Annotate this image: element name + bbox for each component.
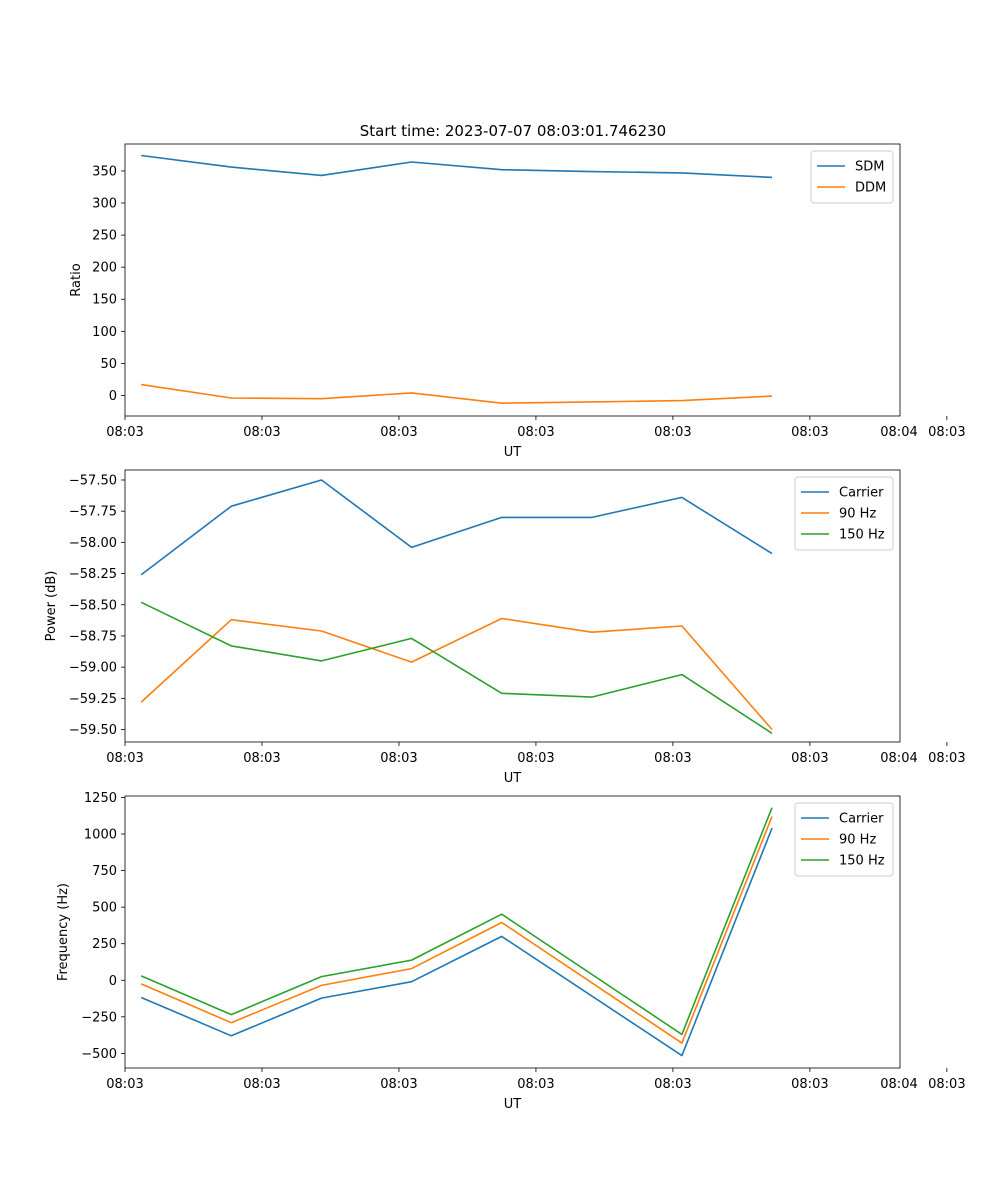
x-tick-label: 08:03 xyxy=(106,425,143,440)
y-tick-label: −250 xyxy=(81,1010,117,1025)
y-tick-label: 1000 xyxy=(84,828,117,843)
series-line-90-hz xyxy=(140,816,773,1044)
y-tick-label: 50 xyxy=(100,357,117,372)
axes-frame xyxy=(124,143,901,417)
legend-label: Carrier xyxy=(839,486,884,501)
series-line-ddm xyxy=(141,383,773,405)
y-tick-label: 150 xyxy=(92,293,117,308)
y-tick-label: 300 xyxy=(92,197,117,212)
y-tick-label: −58.75 xyxy=(69,629,117,644)
x-tick-label: 08:03 xyxy=(654,751,691,766)
legend-label: 150 Hz xyxy=(839,528,885,543)
legend-label: SDM xyxy=(855,160,884,175)
x-tick-label: 08:03 xyxy=(791,425,828,440)
y-tick-label: −59.25 xyxy=(69,692,117,707)
x-tick-label: 08:03 xyxy=(654,1077,691,1092)
y-tick-label: −58.50 xyxy=(69,598,117,613)
series-line-carrier xyxy=(140,479,773,576)
power-panel: 08:03 08:03 08:03 08:03 08:03 08:03 08:03 08:04… xyxy=(44,469,966,786)
legend-label: 150 Hz xyxy=(839,854,885,869)
axes-frame xyxy=(124,469,901,743)
x-axis-label: UT xyxy=(504,445,522,460)
x-tick-label: 08:03 xyxy=(106,1077,143,1092)
x-tick-label: 08:03 xyxy=(517,425,554,440)
y-axis-label: Power (dB) xyxy=(44,571,59,642)
legend-box xyxy=(810,150,894,204)
x-tick-label: 08:03 xyxy=(654,425,691,440)
x-tick-label: 08:04 xyxy=(880,751,917,766)
x-tick-label: 08:03 xyxy=(791,751,828,766)
y-tick-label: 200 xyxy=(92,261,117,276)
x-axis-label: UT xyxy=(504,1097,522,1112)
y-tick-label: 0 xyxy=(109,389,117,404)
x-tick-label: 08:03 xyxy=(517,751,554,766)
y-tick-label: 500 xyxy=(92,901,117,916)
ratio-panel: 08:03 08:03 08:03 08:03 08:03 08:03 08:03 08:04… xyxy=(69,143,966,460)
x-tick-label: 08:03 xyxy=(243,1077,280,1092)
series-line-sdm xyxy=(141,154,773,179)
legend-box xyxy=(794,476,894,551)
axes-frame xyxy=(124,795,901,1069)
x-tick-label: 08:03 xyxy=(380,1077,417,1092)
y-tick-label: −59.50 xyxy=(69,723,117,738)
x-tick-label: 08:03 xyxy=(106,751,143,766)
y-tick-label: −58.00 xyxy=(69,536,117,551)
legend-label: Carrier xyxy=(839,812,884,827)
legend-label: DDM xyxy=(855,181,886,196)
legend-box xyxy=(794,802,894,877)
x-tick-label: 08:04 xyxy=(880,425,917,440)
x-tick-label: 08:03 xyxy=(243,425,280,440)
y-tick-label: −58.25 xyxy=(69,567,117,582)
legend-label: 90 Hz xyxy=(839,833,876,848)
figure-title: Start time: 2023-07-07 08:03:01.746230 xyxy=(360,122,666,140)
y-tick-label: 350 xyxy=(92,164,117,179)
y-tick-label: 100 xyxy=(92,325,117,340)
y-tick-label: 1250 xyxy=(84,791,117,806)
y-tick-label: −57.50 xyxy=(69,473,117,488)
y-tick-label: −59.00 xyxy=(69,661,117,676)
x-tick-label: 08:03 xyxy=(928,1077,965,1092)
y-tick-label: 750 xyxy=(92,864,117,879)
x-tick-label: 08:03 xyxy=(928,425,965,440)
y-tick-label: −57.75 xyxy=(69,505,117,520)
series-line-150-hz xyxy=(140,807,773,1036)
y-tick-label: 0 xyxy=(109,974,117,989)
frequency-panel: 08:03 08:03 08:03 08:03 08:03 08:03 08:03 08:04… xyxy=(56,791,966,1112)
y-axis-label: Frequency (Hz) xyxy=(56,883,71,981)
x-tick-label: 08:03 xyxy=(517,1077,554,1092)
y-tick-label: 250 xyxy=(92,937,117,952)
x-axis-label: UT xyxy=(504,771,522,786)
x-tick-label: 08:03 xyxy=(791,1077,828,1092)
x-tick-label: 08:03 xyxy=(243,751,280,766)
legend-label: 90 Hz xyxy=(839,507,876,522)
x-tick-label: 08:04 xyxy=(880,1077,917,1092)
x-tick-label: 08:03 xyxy=(380,425,417,440)
series-line-150-hz xyxy=(140,601,773,734)
series-line-90-hz xyxy=(140,617,773,731)
x-tick-label: 08:03 xyxy=(380,751,417,766)
y-axis-label: Ratio xyxy=(69,263,84,296)
series-line-carrier xyxy=(140,827,773,1057)
y-tick-label: 250 xyxy=(92,229,117,244)
x-tick-label: 08:03 xyxy=(928,751,965,766)
y-tick-label: −500 xyxy=(81,1047,117,1062)
